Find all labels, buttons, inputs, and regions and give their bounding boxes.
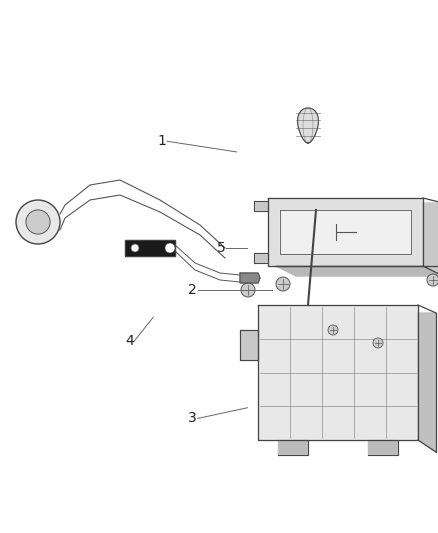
Circle shape — [276, 277, 290, 291]
Polygon shape — [297, 108, 318, 143]
Polygon shape — [254, 253, 268, 263]
Circle shape — [26, 210, 50, 234]
Circle shape — [373, 338, 383, 348]
Polygon shape — [280, 210, 411, 254]
Polygon shape — [268, 198, 423, 266]
Polygon shape — [418, 313, 436, 452]
Polygon shape — [423, 203, 438, 276]
Circle shape — [328, 325, 338, 335]
Text: 5: 5 — [217, 241, 226, 255]
Circle shape — [241, 283, 255, 297]
Polygon shape — [368, 440, 398, 455]
Polygon shape — [278, 440, 308, 455]
Polygon shape — [276, 266, 438, 276]
Circle shape — [16, 200, 60, 244]
Text: 3: 3 — [188, 411, 197, 425]
Circle shape — [165, 243, 175, 253]
Text: 4: 4 — [125, 334, 134, 348]
Circle shape — [427, 274, 438, 286]
Polygon shape — [240, 273, 260, 283]
Polygon shape — [240, 330, 258, 360]
Text: 1: 1 — [158, 134, 166, 148]
Polygon shape — [125, 240, 175, 256]
Text: 2: 2 — [188, 284, 197, 297]
Circle shape — [131, 244, 139, 252]
Polygon shape — [254, 201, 268, 211]
Polygon shape — [258, 305, 418, 440]
